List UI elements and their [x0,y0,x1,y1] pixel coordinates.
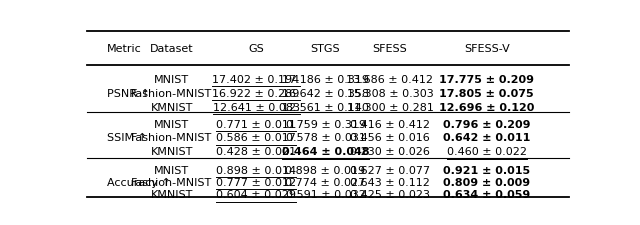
Text: 0.642 ± 0.011: 0.642 ± 0.011 [443,133,531,143]
Text: 0.921 ± 0.015: 0.921 ± 0.015 [443,165,531,175]
Text: Fashion-MNIST: Fashion-MNIST [131,178,212,187]
Text: 12.696 ± 0.120: 12.696 ± 0.120 [439,103,534,112]
Text: 0.591 ± 0.032: 0.591 ± 0.032 [285,189,365,200]
Text: 0.796 ± 0.209: 0.796 ± 0.209 [443,119,531,129]
Text: 0.759 ± 0.319: 0.759 ± 0.319 [285,119,365,129]
Text: 0.586 ± 0.017: 0.586 ± 0.017 [216,133,296,143]
Text: MNIST: MNIST [154,75,189,85]
Text: 0.460 ± 0.022: 0.460 ± 0.022 [447,147,527,157]
Text: 0.425 ± 0.023: 0.425 ± 0.023 [350,189,430,200]
Text: 0.634 ± 0.059: 0.634 ± 0.059 [443,189,531,200]
Text: Fashion-MNIST: Fashion-MNIST [131,89,212,99]
Text: Accuracy ↑: Accuracy ↑ [108,177,171,187]
Text: PSNR ↑: PSNR ↑ [108,89,150,99]
Text: KMNIST: KMNIST [150,103,193,112]
Text: 0.230 ± 0.026: 0.230 ± 0.026 [350,147,430,157]
Text: SFESS-V: SFESS-V [464,44,509,54]
Text: 0.464 ± 0.048: 0.464 ± 0.048 [282,147,369,157]
Text: 15.308 ± 0.303: 15.308 ± 0.303 [347,89,433,99]
Text: 0.456 ± 0.016: 0.456 ± 0.016 [350,133,430,143]
Text: MNIST: MNIST [154,165,189,175]
Text: 17.805 ± 0.075: 17.805 ± 0.075 [440,89,534,99]
Text: 0.578 ± 0.031: 0.578 ± 0.031 [285,133,365,143]
Text: KMNIST: KMNIST [150,147,193,157]
Text: 12.561 ± 0.140: 12.561 ± 0.140 [282,103,369,112]
Text: GS: GS [248,44,264,54]
Text: 11.300 ± 0.281: 11.300 ± 0.281 [347,103,433,112]
Text: 12.641 ± 0.083: 12.641 ± 0.083 [212,103,300,112]
Text: 0.428 ± 0.021: 0.428 ± 0.021 [216,147,296,157]
Text: 0.809 ± 0.009: 0.809 ± 0.009 [443,178,531,187]
Text: 0.416 ± 0.412: 0.416 ± 0.412 [350,119,430,129]
Text: 16.642 ± 0.358: 16.642 ± 0.358 [282,89,369,99]
Text: Dataset: Dataset [150,44,193,54]
Text: 17.186 ± 0.319: 17.186 ± 0.319 [282,75,369,85]
Text: 0.627 ± 0.077: 0.627 ± 0.077 [350,165,430,175]
Text: 13.686 ± 0.412: 13.686 ± 0.412 [346,75,433,85]
Text: Metric: Metric [108,44,142,54]
Text: 0.774 ± 0.027: 0.774 ± 0.027 [285,178,365,187]
Text: 0.777 ± 0.012: 0.777 ± 0.012 [216,178,296,187]
Text: 17.402 ± 0.194: 17.402 ± 0.194 [212,75,300,85]
Text: 17.775 ± 0.209: 17.775 ± 0.209 [439,75,534,85]
Text: 0.898 ± 0.014: 0.898 ± 0.014 [216,165,296,175]
Text: SFESS: SFESS [372,44,408,54]
Text: MNIST: MNIST [154,119,189,129]
Text: KMNIST: KMNIST [150,189,193,200]
Text: STGS: STGS [310,44,340,54]
Text: 0.898 ± 0.019: 0.898 ± 0.019 [285,165,365,175]
Text: SSIM ↑: SSIM ↑ [108,133,147,143]
Text: 0.643 ± 0.112: 0.643 ± 0.112 [350,178,430,187]
Text: 16.922 ± 0.289: 16.922 ± 0.289 [212,89,300,99]
Text: 0.771 ± 0.011: 0.771 ± 0.011 [216,119,296,129]
Text: Fashion-MNIST: Fashion-MNIST [131,133,212,143]
Text: 0.604 ± 0.029: 0.604 ± 0.029 [216,189,296,200]
